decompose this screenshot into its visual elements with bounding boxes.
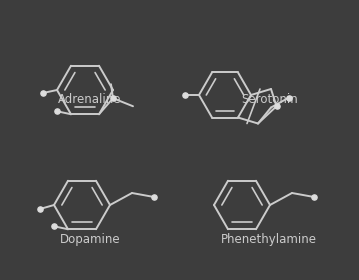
Text: Dopamine: Dopamine: [60, 233, 120, 246]
Point: [151, 195, 157, 199]
Point: [110, 96, 116, 101]
Point: [54, 109, 60, 113]
Point: [40, 91, 46, 95]
Text: Serotonin: Serotonin: [241, 93, 298, 106]
Point: [311, 195, 317, 199]
Text: Phenethylamine: Phenethylamine: [221, 233, 317, 246]
Point: [51, 224, 57, 228]
Point: [182, 93, 188, 97]
Text: Adrenaline: Adrenaline: [58, 93, 121, 106]
Point: [37, 207, 43, 211]
Point: [286, 95, 292, 100]
Point: [274, 104, 279, 108]
